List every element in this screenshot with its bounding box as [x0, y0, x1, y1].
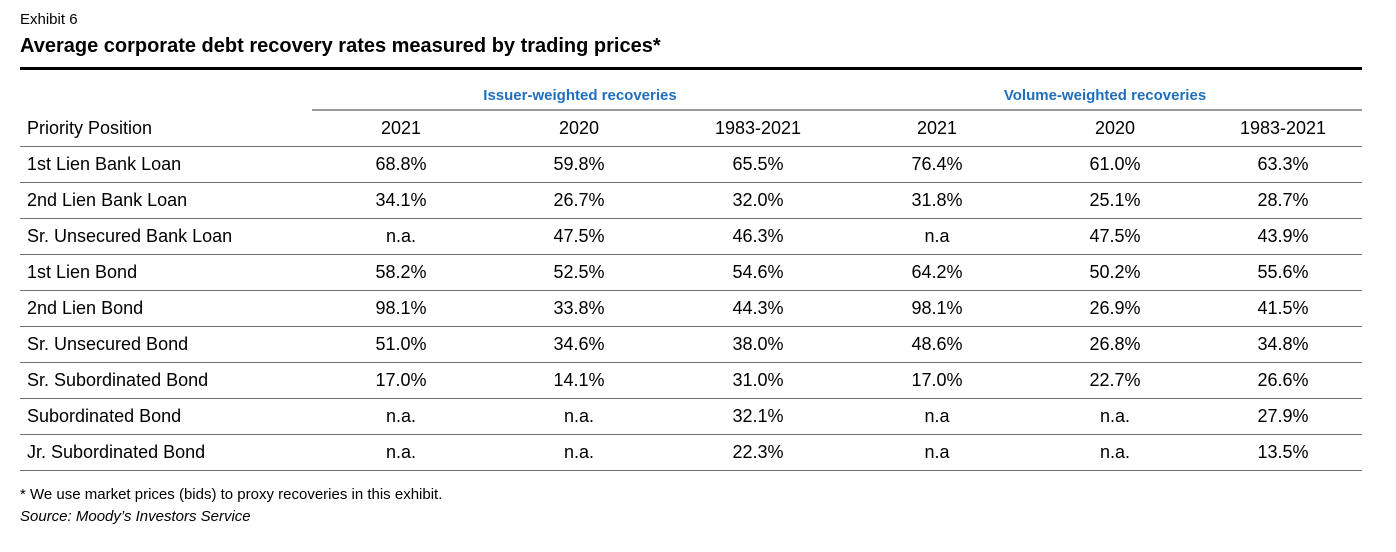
- table-cell: 22.7%: [1026, 362, 1205, 399]
- table-cell: 47.5%: [1026, 218, 1205, 255]
- table-cell: 32.1%: [668, 398, 849, 435]
- table-cell: 63.3%: [1204, 146, 1363, 183]
- table-cell: 26.9%: [1026, 290, 1205, 327]
- table-row: Sr. Unsecured Bond 51.0% 34.6% 38.0% 48.6% 26…: [20, 326, 1363, 363]
- column-header: 1983-2021: [668, 110, 849, 147]
- row-label: Subordinated Bond: [20, 398, 312, 435]
- table-cell: 47.5%: [490, 218, 668, 255]
- table-cell: 76.4%: [848, 146, 1027, 183]
- footnote: * We use market prices (bids) to proxy r…: [20, 486, 443, 503]
- column-header: 1983-2021: [1204, 110, 1363, 147]
- table-cell: 14.1%: [490, 362, 668, 399]
- table-cell: 41.5%: [1204, 290, 1363, 327]
- table-cell: n.a.: [312, 434, 490, 471]
- table-cell: 28.7%: [1204, 182, 1363, 219]
- row-label: Sr. Subordinated Bond: [20, 362, 312, 399]
- table-cell: 34.6%: [490, 326, 668, 363]
- group-header-spacer: [20, 70, 312, 110]
- group-header-row: Issuer-weighted recoveries Volume-weight…: [20, 70, 1363, 111]
- table-row: 2nd Lien Bond 98.1% 33.8% 44.3% 98.1% 26.9% 41…: [20, 290, 1363, 327]
- table-cell: 64.2%: [848, 254, 1027, 291]
- issuer-weighted-header: Issuer-weighted recoveries: [312, 70, 849, 111]
- table-cell: 34.1%: [312, 182, 490, 219]
- table-cell: 33.8%: [490, 290, 668, 327]
- table-cell: 48.6%: [848, 326, 1027, 363]
- table-row: Jr. Subordinated Bond n.a. n.a. 22.3% n.a n.a…: [20, 434, 1363, 471]
- table-cell: 50.2%: [1026, 254, 1205, 291]
- table-cell: n.a.: [490, 398, 668, 435]
- table-cell: 32.0%: [668, 182, 849, 219]
- recovery-rates-table: Issuer-weighted recoveries Volume-weight…: [20, 70, 1363, 471]
- table-cell: 26.8%: [1026, 326, 1205, 363]
- table-cell: 31.8%: [848, 182, 1027, 219]
- table-cell: 26.6%: [1204, 362, 1363, 399]
- table-cell: 54.6%: [668, 254, 849, 291]
- table-cell: 17.0%: [312, 362, 490, 399]
- title-rule: [20, 67, 1362, 70]
- row-label: 2nd Lien Bond: [20, 290, 312, 327]
- column-header: 2021: [312, 110, 490, 147]
- table-cell: 58.2%: [312, 254, 490, 291]
- table-cell: n.a.: [312, 398, 490, 435]
- column-header-row: Priority Position 2021 2020 1983-2021 20…: [20, 110, 1363, 147]
- table-cell: 44.3%: [668, 290, 849, 327]
- row-label: Sr. Unsecured Bank Loan: [20, 218, 312, 255]
- table-cell: n.a.: [312, 218, 490, 255]
- table-cell: 43.9%: [1204, 218, 1363, 255]
- column-header: 2021: [848, 110, 1027, 147]
- table-cell: 51.0%: [312, 326, 490, 363]
- source-note: Source: Moody’s Investors Service: [20, 508, 251, 525]
- row-label: Sr. Unsecured Bond: [20, 326, 312, 363]
- table-row: 1st Lien Bond 58.2% 52.5% 54.6% 64.2% 50.2% 55…: [20, 254, 1363, 291]
- table-cell: 38.0%: [668, 326, 849, 363]
- table-cell: 52.5%: [490, 254, 668, 291]
- table-row: 2nd Lien Bank Loan 34.1% 26.7% 32.0% 31.8% 25…: [20, 182, 1363, 219]
- table-cell: 17.0%: [848, 362, 1027, 399]
- table-cell: 26.7%: [490, 182, 668, 219]
- table-cell: n.a: [848, 434, 1027, 471]
- table-cell: n.a: [848, 218, 1027, 255]
- table-row: Sr. Unsecured Bank Loan n.a. 47.5% 46.3% n.a…: [20, 218, 1363, 255]
- table-cell: 98.1%: [848, 290, 1027, 327]
- column-header: Priority Position: [20, 110, 312, 147]
- row-label: 1st Lien Bond: [20, 254, 312, 291]
- volume-weighted-header: Volume-weighted recoveries: [848, 70, 1363, 111]
- table-row: Subordinated Bond n.a. n.a. 32.1% n.a n.a. 27.…: [20, 398, 1363, 435]
- table-cell: 65.5%: [668, 146, 849, 183]
- table-cell: 61.0%: [1026, 146, 1205, 183]
- table-cell: 27.9%: [1204, 398, 1363, 435]
- column-header: 2020: [1026, 110, 1205, 147]
- table-cell: n.a.: [1026, 434, 1205, 471]
- row-label: 2nd Lien Bank Loan: [20, 182, 312, 219]
- table-cell: n.a.: [1026, 398, 1205, 435]
- table-row: 1st Lien Bank Loan 68.8% 59.8% 65.5% 76.4% 61…: [20, 146, 1363, 183]
- table-cell: 34.8%: [1204, 326, 1363, 363]
- table-cell: 31.0%: [668, 362, 849, 399]
- table-cell: 22.3%: [668, 434, 849, 471]
- table-cell: 68.8%: [312, 146, 490, 183]
- table-cell: 46.3%: [668, 218, 849, 255]
- column-header: 2020: [490, 110, 668, 147]
- table-cell: n.a: [848, 398, 1027, 435]
- table-cell: 59.8%: [490, 146, 668, 183]
- table-cell: 98.1%: [312, 290, 490, 327]
- exhibit-title: Average corporate debt recovery rates me…: [20, 35, 661, 57]
- table-cell: 55.6%: [1204, 254, 1363, 291]
- table-cell: 25.1%: [1026, 182, 1205, 219]
- row-label: 1st Lien Bank Loan: [20, 146, 312, 183]
- table-row: Sr. Subordinated Bond 17.0% 14.1% 31.0% 17.0…: [20, 362, 1363, 399]
- row-label: Jr. Subordinated Bond: [20, 434, 312, 471]
- table-cell: 13.5%: [1204, 434, 1363, 471]
- exhibit-label: Exhibit 6: [20, 11, 78, 28]
- table-cell: n.a.: [490, 434, 668, 471]
